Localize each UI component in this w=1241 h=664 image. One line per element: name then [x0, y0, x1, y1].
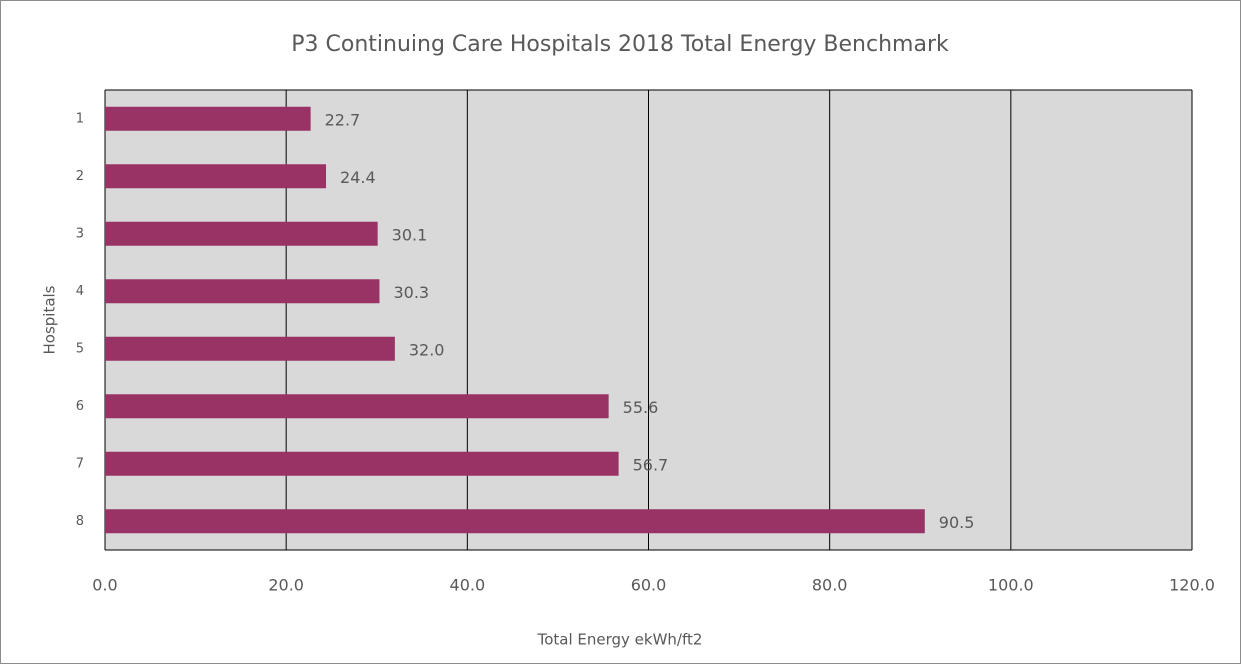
value-label: 30.3 [393, 283, 429, 302]
chart-title: P3 Continuing Care Hospitals 2018 Total … [291, 32, 949, 57]
x-tick-label: 20.0 [268, 576, 304, 595]
x-tick-label: 40.0 [450, 576, 486, 595]
y-tick-label: 1 [76, 111, 84, 126]
value-label: 90.5 [939, 513, 975, 532]
y-tick-label: 6 [76, 399, 84, 414]
y-axis-title: Hospitals [41, 285, 59, 354]
x-tick-label: 0.0 [92, 576, 117, 595]
bar [105, 279, 380, 304]
y-tick-label: 7 [76, 456, 84, 471]
y-tick-label: 5 [76, 341, 84, 356]
bar [105, 164, 327, 189]
value-label: 30.1 [392, 225, 428, 244]
y-tick-label: 3 [76, 226, 84, 241]
value-label: 22.7 [325, 110, 361, 129]
bar [105, 336, 395, 361]
x-tick-label: 100.0 [988, 576, 1034, 595]
y-tick-label: 2 [76, 169, 84, 184]
x-tick-label: 80.0 [812, 576, 848, 595]
value-label: 55.6 [623, 398, 659, 417]
y-tick-label: 4 [76, 284, 84, 299]
bar [105, 221, 378, 246]
bar [105, 106, 311, 131]
y-tick-label: 8 [76, 514, 84, 529]
bar [105, 394, 609, 419]
value-label: 32.0 [409, 340, 445, 359]
value-label: 24.4 [340, 168, 376, 187]
x-axis-title: Total Energy ekWh/ft2 [537, 631, 703, 649]
x-tick-label: 60.0 [631, 576, 667, 595]
value-label: 56.7 [633, 455, 669, 474]
x-tick-label: 120.0 [1169, 576, 1215, 595]
bar [105, 451, 619, 476]
bar [105, 509, 925, 534]
